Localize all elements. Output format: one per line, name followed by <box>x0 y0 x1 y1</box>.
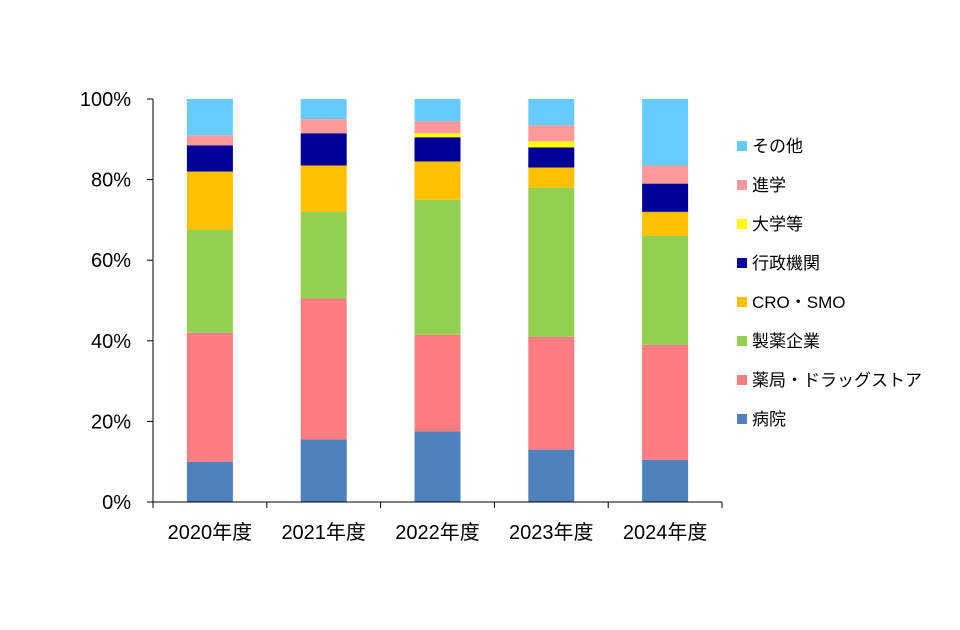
bar-segment-3-4 <box>528 147 575 168</box>
bar-segment-0-1 <box>186 332 233 462</box>
bar-segment-3-5 <box>528 141 575 148</box>
bar-segment-4-1 <box>642 344 689 460</box>
y-tick-label-0: 0% <box>102 492 131 514</box>
legend-label-6: 進学 <box>752 176 786 195</box>
x-category-label-2: 2022年度 <box>395 521 480 544</box>
bar-segment-3-1 <box>528 336 575 450</box>
axes-layer <box>152 99 722 503</box>
y-tick-label-3: 60% <box>91 250 131 272</box>
bar-segment-2-4 <box>414 137 461 162</box>
bar-segment-2-5 <box>414 133 461 138</box>
bar-segment-3-7 <box>528 99 575 126</box>
legend-label-1: 薬局・ドラッグストア <box>752 371 922 390</box>
bar-segment-0-2 <box>186 229 233 333</box>
bar-segment-3-6 <box>528 125 575 142</box>
bar-segment-4-0 <box>642 459 689 502</box>
legend-swatch-5 <box>737 219 747 229</box>
bar-segment-4-7 <box>642 99 689 166</box>
bar-segment-1-0 <box>300 439 347 502</box>
x-category-label-3: 2023年度 <box>509 521 594 544</box>
legend-swatch-4 <box>737 258 747 268</box>
x-category-label-1: 2021年度 <box>281 521 366 544</box>
x-ticks: 2020年度 2021年度 2022年度 2023年度 2024年度 <box>152 502 723 544</box>
legend-swatch-6 <box>737 180 747 190</box>
bars-layer <box>186 99 689 502</box>
bar-segment-2-1 <box>414 334 461 432</box>
bar-segment-4-2 <box>642 236 689 345</box>
bar-segment-4-3 <box>642 211 689 237</box>
bar-segment-3-0 <box>528 449 575 502</box>
legend-label-3: CRO・SMO <box>752 293 846 312</box>
y-tick-label-2: 40% <box>91 331 131 353</box>
bar-segment-3-3 <box>528 167 575 188</box>
legend-swatch-7 <box>737 141 747 151</box>
bar-segment-0-0 <box>186 461 233 502</box>
legend-swatch-1 <box>737 375 747 385</box>
bar-segment-1-3 <box>300 165 347 212</box>
y-ticks: 0% 20% 40% 60% 80% 100% <box>80 89 153 514</box>
bar-segment-1-4 <box>300 133 347 166</box>
bar-segment-2-0 <box>414 431 461 502</box>
legend-label-5: 大学等 <box>752 215 803 234</box>
bar-segment-3-2 <box>528 187 575 337</box>
bar-segment-0-6 <box>186 135 233 146</box>
bar-segment-4-6 <box>642 165 689 184</box>
x-category-label-4: 2024年度 <box>623 521 708 544</box>
bar-segment-1-6 <box>300 119 347 134</box>
bar-segment-2-3 <box>414 161 461 200</box>
legend-label-0: 病院 <box>752 410 786 429</box>
bar-segment-0-3 <box>186 171 233 230</box>
x-category-label-0: 2020年度 <box>168 521 253 544</box>
y-tick-label-5: 100% <box>80 89 131 111</box>
legend-swatch-2 <box>737 336 747 346</box>
bar-segment-1-2 <box>300 211 347 299</box>
bar-segment-4-4 <box>642 183 689 212</box>
bar-segment-0-4 <box>186 145 233 172</box>
bar-segment-1-7 <box>300 99 347 120</box>
y-tick-label-1: 20% <box>91 411 131 433</box>
legend-swatch-0 <box>737 414 747 424</box>
legend-label-2: 製薬企業 <box>752 332 820 351</box>
bar-segment-2-7 <box>414 99 461 122</box>
bar-segment-1-1 <box>300 298 347 440</box>
legend-swatch-3 <box>737 297 747 307</box>
bar-segment-2-6 <box>414 121 461 134</box>
y-tick-label-4: 80% <box>91 170 131 192</box>
legend-label-4: 行政機関 <box>752 254 820 273</box>
bar-segment-2-2 <box>414 199 461 335</box>
bar-segment-0-7 <box>186 99 233 136</box>
legend-label-7: その他 <box>752 137 803 156</box>
